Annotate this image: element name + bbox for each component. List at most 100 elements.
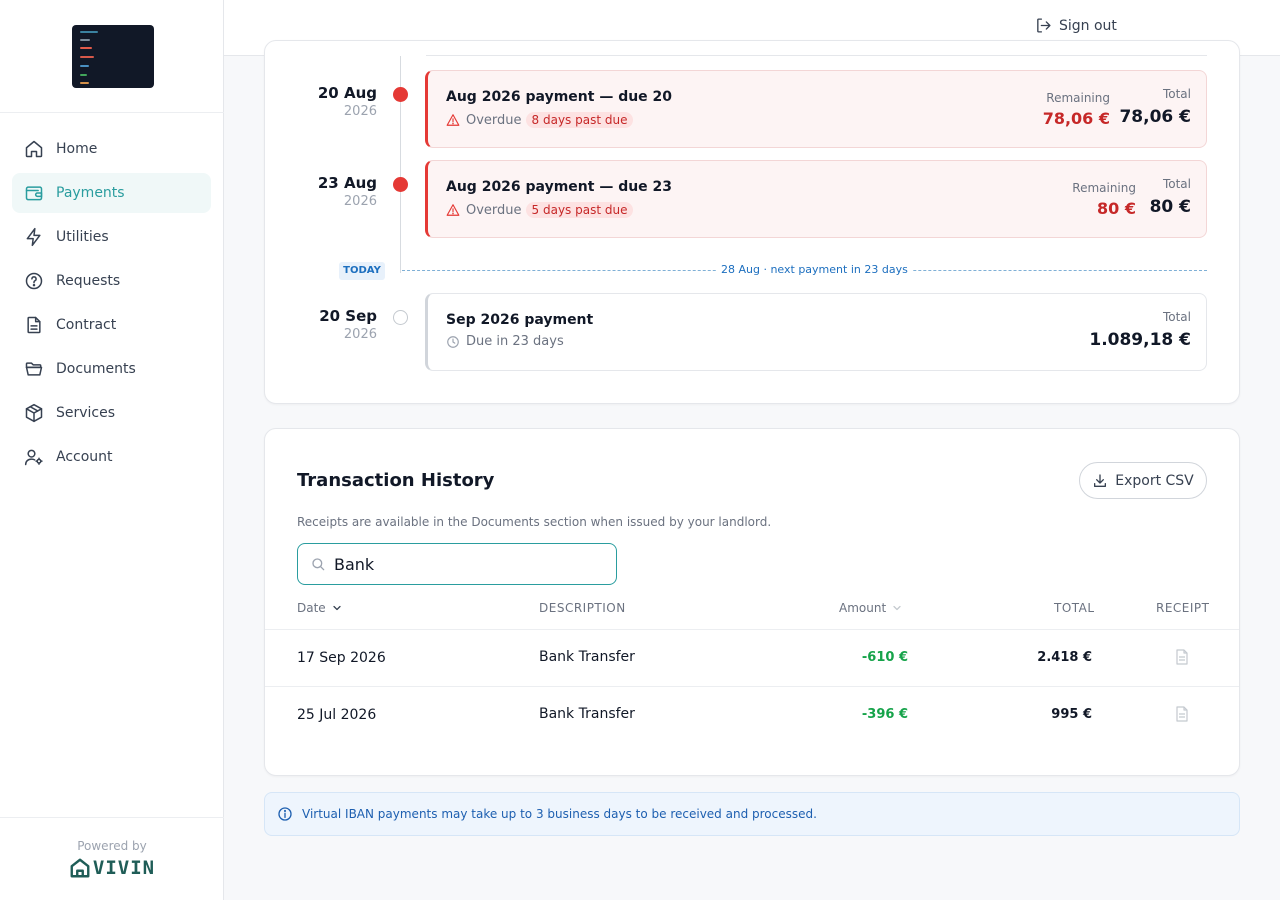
- timeline-year: 2026: [343, 194, 377, 209]
- house-logo-icon: [70, 858, 90, 878]
- remaining-amount: 78,06 €: [1042, 109, 1110, 128]
- sidebar-item-label: Requests: [56, 273, 121, 289]
- sidebar-item-label: Utilities: [56, 229, 109, 245]
- sidebar-item-label: Services: [56, 405, 116, 421]
- past-due-badge: 8 days past due: [525, 112, 634, 128]
- total-amount: 1.089,18 €: [1089, 330, 1191, 350]
- sidebar-item-label: Payments: [56, 185, 125, 201]
- sidebar-item-label: Home: [56, 141, 98, 157]
- timeline-line: [400, 56, 401, 273]
- column-header-receipt: RECEIPT: [1156, 601, 1210, 615]
- row-date: 17 Sep 2026: [297, 650, 386, 666]
- payment-entry-overdue[interactable]: Aug 2026 payment — due 23 Overdue 5 days…: [425, 160, 1207, 238]
- sidebar-item-documents[interactable]: Documents: [12, 349, 211, 389]
- remaining-label: Remaining: [1072, 181, 1136, 195]
- sidebar-item-contract[interactable]: Contract: [12, 305, 211, 345]
- total-label: Total: [1162, 87, 1191, 101]
- remaining-amount: 80 €: [1097, 199, 1136, 218]
- row-description: Bank Transfer: [539, 649, 635, 665]
- payment-entry-upcoming[interactable]: Sep 2026 payment Due in 23 days Total 1.…: [425, 293, 1207, 371]
- timeline-dot-overdue: [393, 87, 408, 102]
- today-summary: 28 Aug · next payment in 23 days: [716, 263, 913, 276]
- payment-title: Aug 2026 payment — due 23: [446, 179, 673, 195]
- info-banner: Virtual IBAN payments may take up to 3 b…: [264, 792, 1240, 836]
- column-header-label: Date: [297, 601, 326, 615]
- info-icon: [278, 807, 292, 821]
- warning-icon: [446, 114, 460, 126]
- timeline-dot-upcoming: [393, 310, 408, 325]
- clock-icon: [447, 335, 459, 348]
- sidebar-divider: [0, 112, 224, 113]
- total-label: Total: [1162, 177, 1191, 191]
- search-icon: [312, 558, 325, 571]
- sign-out-label: Sign out: [1059, 17, 1117, 34]
- status-label: Overdue: [466, 112, 522, 128]
- sign-out-button[interactable]: Sign out: [1035, 17, 1117, 34]
- powered-by-label: Powered by: [77, 839, 147, 853]
- past-due-badge: 5 days past due: [525, 202, 634, 218]
- sidebar-item-account[interactable]: Account: [12, 437, 211, 477]
- column-header-amount[interactable]: Amount: [839, 601, 903, 615]
- row-date: 25 Jul 2026: [297, 707, 377, 723]
- transaction-history-card: [264, 428, 1240, 776]
- payment-status: Overdue 8 days past due: [446, 112, 634, 128]
- column-header-total: TOTAL: [1054, 601, 1095, 615]
- row-total: 995 €: [1051, 707, 1092, 722]
- transaction-history-title: Transaction History: [297, 470, 495, 491]
- bolt-icon: [26, 227, 41, 247]
- sidebar-item-label: Documents: [56, 361, 136, 377]
- sidebar: Home Payments Utilities Requests Contrac…: [0, 0, 224, 900]
- timeline-date: 23 Aug 2026: [281, 174, 377, 209]
- log-out-icon: [1037, 18, 1051, 33]
- row-amount: -396 €: [861, 707, 908, 722]
- warning-icon: [446, 204, 460, 216]
- box-icon: [25, 403, 43, 423]
- export-csv-label: Export CSV: [1115, 472, 1194, 489]
- timeline-date: 20 Sep 2026: [281, 307, 377, 342]
- payment-title: Aug 2026 payment — due 20: [446, 89, 673, 105]
- vivin-logo: VIVIN: [0, 857, 224, 879]
- receipt-icon[interactable]: [1175, 706, 1189, 722]
- sidebar-item-requests[interactable]: Requests: [12, 261, 211, 301]
- row-amount: -610 €: [861, 650, 908, 665]
- sidebar-item-home[interactable]: Home: [12, 129, 211, 169]
- previous-entry-edge: [426, 55, 1207, 56]
- table-header-divider: [265, 629, 1239, 630]
- remaining-label: Remaining: [1046, 91, 1110, 105]
- landlord-logo: [72, 25, 154, 88]
- search-input[interactable]: [334, 554, 594, 574]
- transaction-search[interactable]: [297, 543, 617, 585]
- download-icon: [1094, 473, 1107, 487]
- home-icon: [25, 140, 43, 158]
- payment-title: Sep 2026 payment: [446, 312, 594, 328]
- total-amount: 78,06 €: [1119, 107, 1191, 127]
- brand-name: VIVIN: [92, 857, 156, 879]
- timeline-year: 2026: [343, 104, 377, 119]
- payment-entry-overdue[interactable]: Aug 2026 payment — due 20 Overdue 8 days…: [425, 70, 1207, 148]
- sidebar-item-utilities[interactable]: Utilities: [12, 217, 211, 257]
- info-banner-text: Virtual IBAN payments may take up to 3 b…: [302, 807, 817, 821]
- file-text-icon: [27, 316, 41, 334]
- sidebar-footer: Powered by VIVIN: [0, 817, 224, 900]
- row-total: 2.418 €: [1037, 650, 1092, 665]
- receipt-icon[interactable]: [1175, 649, 1189, 665]
- export-csv-button[interactable]: Export CSV: [1079, 462, 1207, 499]
- payment-status: Due in 23 days: [446, 334, 564, 349]
- chevron-down-icon: [893, 605, 901, 611]
- sidebar-item-label: Contract: [56, 317, 117, 333]
- column-header-date[interactable]: Date: [297, 601, 343, 615]
- total-amount: 80 €: [1149, 197, 1191, 217]
- sidebar-item-services[interactable]: Services: [12, 393, 211, 433]
- row-description: Bank Transfer: [539, 706, 635, 722]
- timeline-dot-overdue: [393, 177, 408, 192]
- today-badge: TODAY: [339, 262, 385, 280]
- timeline-day: 20 Sep: [319, 307, 377, 325]
- sidebar-item-payments[interactable]: Payments: [12, 173, 211, 213]
- timeline-year: 2026: [343, 327, 377, 342]
- help-circle-icon: [25, 272, 43, 290]
- status-label: Due in 23 days: [466, 334, 564, 349]
- folder-icon: [25, 362, 43, 376]
- total-label: Total: [1162, 310, 1191, 324]
- timeline-date: 20 Aug 2026: [281, 84, 377, 119]
- timeline-day: 20 Aug: [317, 84, 377, 102]
